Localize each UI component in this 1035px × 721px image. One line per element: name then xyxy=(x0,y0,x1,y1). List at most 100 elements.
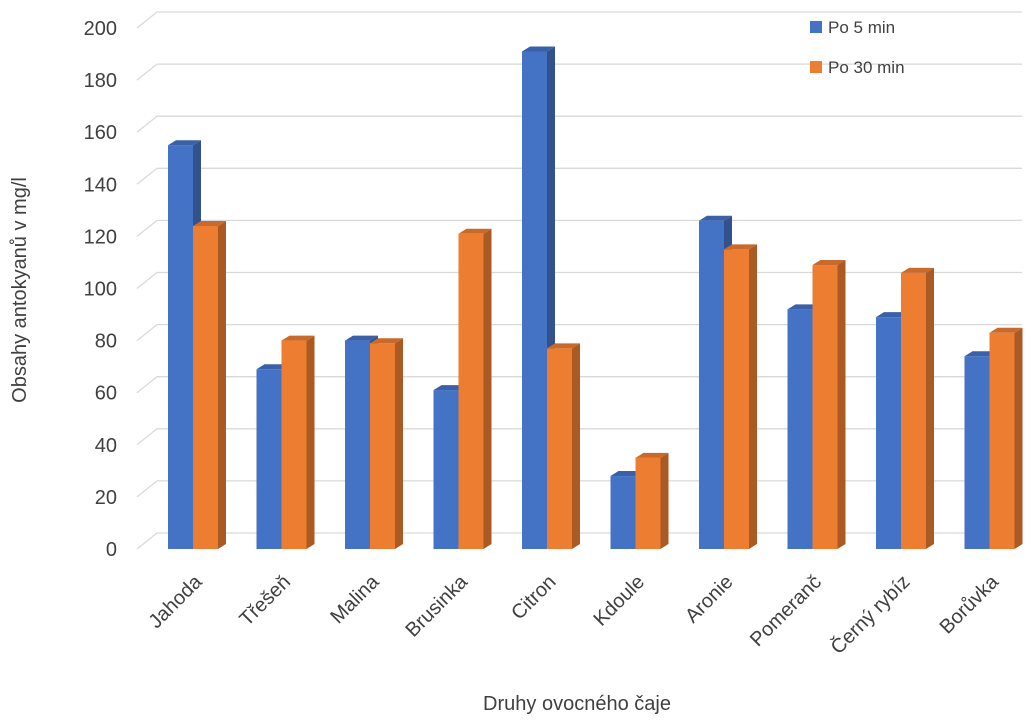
x-tick-label: Pomeranč xyxy=(746,571,826,651)
legend-swatch-series-2 xyxy=(810,61,822,73)
bar-front xyxy=(547,348,572,549)
y-tick-label: 60 xyxy=(95,383,117,405)
bar-front xyxy=(787,309,813,549)
x-tick-label: Kdoule xyxy=(589,571,649,631)
y-tick-label: 200 xyxy=(84,18,117,40)
bar-Malina-Po 30 min xyxy=(370,338,403,549)
x-axis-ticks: Jahoda Třešeň Malina Brusinka Citron Kdoule Ar… xyxy=(145,570,1004,659)
bar-side xyxy=(1014,327,1023,549)
bar-top xyxy=(433,385,467,391)
legend: Po 5 min Po 30 min xyxy=(810,18,905,77)
bar-Třešeň-Po 30 min xyxy=(281,335,315,549)
y-tick-label: 0 xyxy=(106,539,117,561)
bar-top xyxy=(901,267,934,273)
bar-top xyxy=(168,140,201,146)
bar-side xyxy=(926,267,934,549)
bar-top xyxy=(812,260,846,266)
x-tick-label: Citron xyxy=(507,571,560,624)
bar-front xyxy=(256,369,282,549)
bar-top xyxy=(635,452,669,458)
x-tick-label: Třešeň xyxy=(235,571,295,631)
y-tick-label: 80 xyxy=(95,331,117,353)
bar-Aronie-Po 30 min xyxy=(724,244,757,550)
bar-front xyxy=(168,145,193,549)
bar-front xyxy=(812,265,838,549)
legend-swatch-series-1 xyxy=(810,21,822,33)
bar-top xyxy=(964,351,998,357)
y-tick-label: 180 xyxy=(84,70,117,92)
gridlines xyxy=(136,11,1022,550)
y-tick-label: 100 xyxy=(84,279,117,301)
bar-side xyxy=(837,260,846,549)
bar-Pomeranč-Po 30 min xyxy=(812,260,846,549)
bar-Kdoule-Po 30 min xyxy=(635,452,669,549)
bar-front xyxy=(522,51,547,549)
y-tick-label: 140 xyxy=(84,174,117,196)
bar-front xyxy=(193,225,218,550)
x-tick-label: Aronie xyxy=(681,571,737,627)
bar-top xyxy=(699,215,732,221)
bar-side xyxy=(395,338,403,549)
bar-top xyxy=(193,220,226,226)
bar-front xyxy=(876,317,901,549)
bar-top xyxy=(876,312,909,318)
bar-Brusinka-Po 30 min xyxy=(458,228,492,550)
bar-top xyxy=(787,304,821,310)
gridline xyxy=(136,63,1022,81)
bar-front xyxy=(964,356,990,549)
bars xyxy=(168,46,1023,550)
bar-side xyxy=(483,228,492,550)
bar-Jahoda-Po 30 min xyxy=(193,220,226,550)
y-axis-title: Obsahy antokyanů v mg/l xyxy=(9,177,31,403)
bar-top xyxy=(610,471,644,477)
gridline xyxy=(136,115,1022,133)
bar-front xyxy=(433,390,459,549)
y-axis-ticks: 0 20 40 60 80 100 120 140 160 180 200 xyxy=(84,18,117,561)
bar-front xyxy=(724,249,749,550)
bar-Černý rybíz-Po 30 min xyxy=(901,267,934,549)
y-tick-label: 20 xyxy=(95,487,117,509)
bar-Citron-Po 30 min xyxy=(547,343,580,549)
legend-label-series-2: Po 30 min xyxy=(828,58,905,77)
x-axis-title: Druhy ovocného čaje xyxy=(483,693,671,715)
bar-side xyxy=(660,452,669,549)
gridline xyxy=(136,219,1022,237)
bar-front xyxy=(345,340,370,549)
gridline xyxy=(136,167,1022,185)
bar-side xyxy=(749,244,757,550)
bar-top xyxy=(370,338,403,344)
x-tick-label: Brusinka xyxy=(401,570,472,641)
x-tick-label: Černý rybíz xyxy=(826,570,915,659)
bar-front xyxy=(901,272,926,549)
bar-top xyxy=(345,335,378,341)
bar-front xyxy=(370,343,395,549)
bar-side xyxy=(306,335,315,549)
bar-front xyxy=(281,340,307,549)
bar-side xyxy=(572,343,580,549)
bar-top xyxy=(547,343,580,349)
bar-top xyxy=(989,327,1023,333)
x-tick-label: Borůvka xyxy=(936,570,1004,638)
bar-Borůvka-Po 30 min xyxy=(989,327,1023,549)
bar-top xyxy=(724,244,757,250)
gridline xyxy=(136,271,1022,290)
x-tick-label: Malina xyxy=(326,570,384,628)
bar-top xyxy=(522,46,555,52)
bar-top xyxy=(458,228,492,234)
y-tick-label: 40 xyxy=(95,435,117,457)
legend-label-series-1: Po 5 min xyxy=(828,18,895,37)
bar-front xyxy=(635,457,661,549)
bar-front xyxy=(699,220,724,549)
bar-front xyxy=(989,332,1015,549)
x-tick-label: Jahoda xyxy=(145,570,208,633)
bar-front xyxy=(458,233,484,550)
y-tick-label: 120 xyxy=(84,226,117,248)
y-tick-label: 160 xyxy=(84,122,117,144)
gridline xyxy=(136,11,1022,29)
bar-side xyxy=(218,220,226,550)
bar-top xyxy=(281,335,315,341)
bar-front xyxy=(610,476,636,549)
bar-top xyxy=(256,364,290,370)
